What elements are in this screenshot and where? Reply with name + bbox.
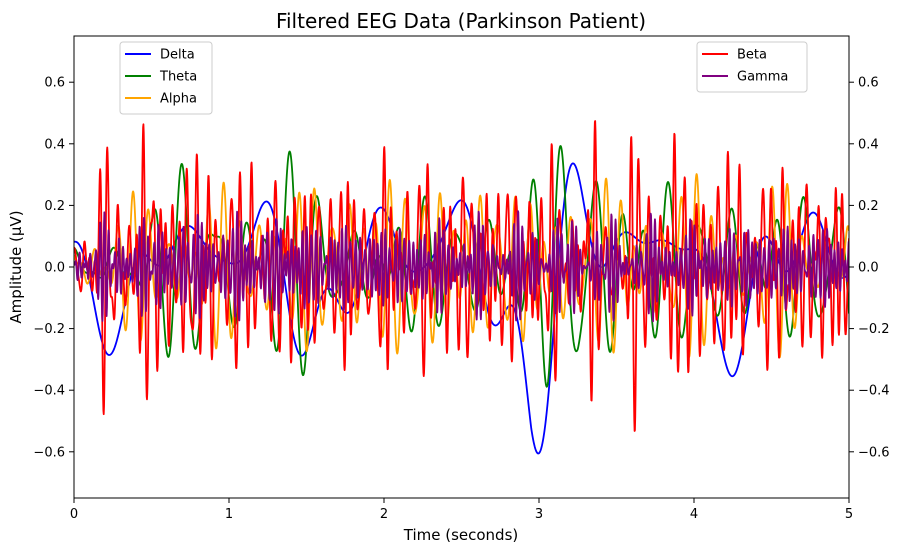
y-tick-label-left: −0.4 <box>33 384 65 399</box>
legend-upper-right: Beta Gamma <box>696 41 808 93</box>
y-tick-label-right: 0.4 <box>858 137 879 152</box>
x-tick-label: 5 <box>845 507 853 522</box>
y-tick-label-right: −0.6 <box>858 445 890 460</box>
y-tick-label-right: 0.6 <box>858 76 879 91</box>
legend-box <box>119 41 213 115</box>
legends: Delta Theta Alpha Beta Gamma <box>119 41 808 115</box>
y-tick-label-left: 0.2 <box>44 199 65 214</box>
y-axis-label: Amplitude (µV) <box>7 210 25 323</box>
x-tick-label: 3 <box>535 507 543 522</box>
chart-title: Filtered EEG Data (Parkinson Patient) <box>276 9 646 33</box>
x-tick-label: 4 <box>690 507 698 522</box>
axes: 0 1 2 3 4 5 −0.6 −0.6 −0.4 −0.4 −0.2 −0.2 0.0 0.0 0.2 0… <box>33 35 890 522</box>
legend-label-beta: Beta <box>737 48 767 63</box>
y-tick-label-left: −0.2 <box>33 322 65 337</box>
x-axis-label: Time (seconds) <box>403 526 519 544</box>
series-line-gamma <box>74 210 849 323</box>
y-tick-label-right: −0.2 <box>858 322 890 337</box>
y-tick-label-left: 0.0 <box>44 261 65 276</box>
y-tick-label-right: −0.4 <box>858 384 890 399</box>
y-tick-label-left: 0.4 <box>44 137 65 152</box>
legend-label-theta: Theta <box>159 70 197 85</box>
legend-label-alpha: Alpha <box>160 92 197 107</box>
legend-label-delta: Delta <box>160 48 195 63</box>
x-tick-label: 0 <box>70 507 78 522</box>
plot-area <box>74 120 849 455</box>
y-tick-label-left: 0.6 <box>44 76 65 91</box>
x-tick-label: 2 <box>380 507 388 522</box>
x-tick-label: 1 <box>225 507 233 522</box>
y-tick-label-right: 0.2 <box>858 199 879 214</box>
y-tick-label-left: −0.6 <box>33 445 65 460</box>
y-tick-label-right: 0.0 <box>858 261 879 276</box>
legend-label-gamma: Gamma <box>737 70 788 85</box>
legend-upper-left: Delta Theta Alpha <box>119 41 213 115</box>
